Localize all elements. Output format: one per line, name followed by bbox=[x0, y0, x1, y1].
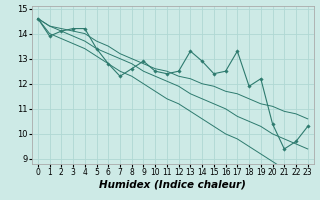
X-axis label: Humidex (Indice chaleur): Humidex (Indice chaleur) bbox=[100, 180, 246, 190]
